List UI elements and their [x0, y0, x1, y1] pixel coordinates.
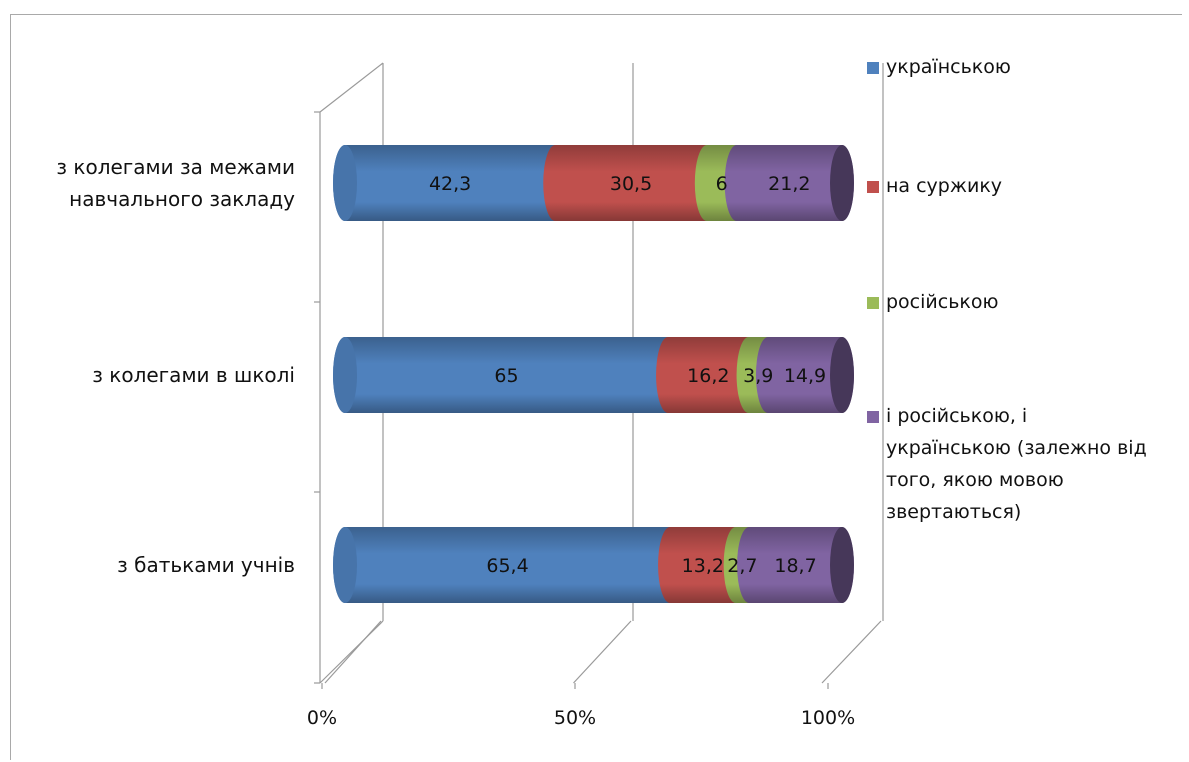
tick-labels: 0% 50% 100% [307, 707, 855, 729]
floor-diagonal-2 [821, 620, 882, 684]
bar-segment [724, 145, 854, 222]
bar-segment [543, 145, 719, 222]
data-label: 65,4 [486, 555, 528, 577]
legend-label: на суржику [886, 175, 1002, 197]
category-label-1: з колегами в школі [92, 363, 295, 387]
bar-segment [658, 527, 748, 603]
legend-label: і російською, і [886, 405, 1027, 427]
data-label: 42,3 [429, 173, 471, 195]
bar-segment [333, 337, 681, 413]
legend-swatch [867, 62, 879, 74]
legend-swatch [867, 181, 879, 193]
x-tick-label-1: 50% [554, 707, 596, 729]
category-label-2: з батьками учнів [117, 553, 295, 577]
bar-segment [333, 145, 568, 221]
data-labels: 42,3 30,5 6 21,2 65 16,2 3,9 14,9 65,4 13,2 2,7 18,… [429, 173, 826, 577]
floor-diagonal-0 [324, 620, 382, 684]
legend-swatch [867, 297, 879, 309]
wall-top-edge [319, 62, 384, 113]
bar-cap-right [830, 145, 854, 221]
chart-frame [10, 14, 1182, 760]
bar-segment [333, 527, 683, 603]
wall-bottom-edge [319, 620, 384, 684]
bar-segment [755, 337, 854, 413]
data-label: 13,2 [682, 555, 724, 577]
data-label: 3,9 [743, 365, 773, 387]
data-label: 14,9 [784, 365, 826, 387]
data-label: 21,2 [768, 173, 810, 195]
data-label: 16,2 [687, 365, 729, 387]
category-labels: з колегами за межами навчального закладу з… [56, 155, 295, 577]
legend-swatch [867, 411, 879, 423]
legend-label: того, якою мовою [886, 469, 1064, 491]
axes [314, 62, 829, 689]
legend-label: російською [886, 291, 999, 313]
category-label-0: з колегами за межами [56, 155, 295, 179]
data-label: 6 [716, 173, 728, 195]
data-label: 18,7 [774, 555, 816, 577]
legend-label: українською (залежно від [886, 437, 1147, 459]
floor-diagonal-1 [573, 620, 632, 684]
legend: українською на суржику російською і російсь… [867, 56, 1147, 523]
bars [333, 145, 854, 603]
bar-cap-right [830, 527, 854, 603]
data-label: 30,5 [610, 173, 652, 195]
bar-cap-left [333, 337, 357, 413]
data-label: 2,7 [727, 555, 757, 577]
x-tick-label-2: 100% [801, 707, 855, 729]
bar-cap-left [333, 527, 357, 603]
bar-segment [737, 527, 854, 603]
bar-cap-right [830, 337, 854, 413]
legend-label: звертаються) [886, 501, 1021, 523]
legend-label: українською [886, 56, 1011, 78]
bar-segment [656, 337, 761, 413]
category-label-0: навчального закладу [69, 187, 295, 211]
data-label: 65 [494, 365, 518, 387]
bar-cap-left [333, 145, 357, 221]
x-tick-label-0: 0% [307, 707, 337, 729]
